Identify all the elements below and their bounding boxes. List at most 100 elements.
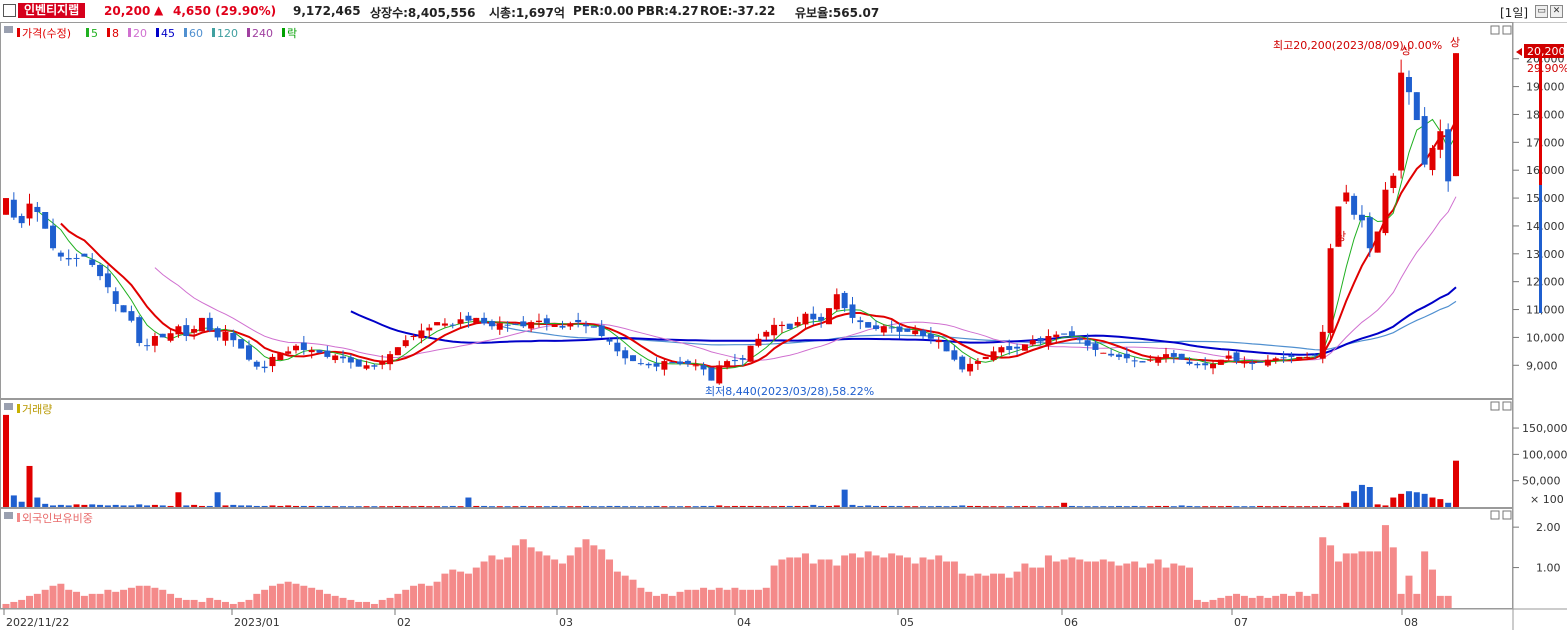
candle-body: [575, 319, 582, 323]
candle-body: [1311, 354, 1318, 356]
foreign-ratio-bar: [292, 583, 300, 608]
candle-body: [1382, 189, 1389, 234]
low-annotation: 최저8,440(2023/03/28),58.22%: [705, 385, 874, 398]
panel-close-icon[interactable]: [1502, 25, 1512, 35]
candle-body: [1084, 340, 1091, 346]
panel-close-icon[interactable]: [1502, 510, 1512, 520]
candle-body: [590, 326, 597, 328]
legend-ma-3: 45: [161, 27, 175, 40]
volume-bar: [1147, 506, 1154, 508]
up-arrow-icon: ▲: [154, 3, 164, 17]
foreign-ratio-bar: [1084, 561, 1092, 608]
foreign-ratio-bar: [794, 557, 802, 608]
volume-bar: [888, 505, 895, 507]
volume-bar: [230, 504, 237, 507]
close-button[interactable]: ✕: [1550, 5, 1563, 18]
volume-bar: [786, 505, 793, 507]
foreign-ratio-bar: [425, 585, 433, 608]
volume-bar: [1421, 493, 1428, 507]
volume-bar: [590, 506, 597, 508]
volume-bar: [269, 505, 276, 507]
panel-restore-icon[interactable]: [1490, 510, 1500, 520]
foreign-ratio-bar: [982, 575, 990, 608]
candle-body: [1037, 337, 1044, 342]
candle-body: [763, 331, 770, 337]
foreign-ratio-bar: [488, 555, 496, 608]
volume-bar: [974, 505, 981, 507]
candle-body: [1288, 355, 1295, 357]
panel-close-icon[interactable]: [1502, 401, 1512, 411]
volume-bar: [630, 506, 637, 508]
candle-body: [441, 323, 448, 326]
candle-body: [324, 350, 331, 357]
panel-menu-icon[interactable]: [4, 26, 13, 33]
panel-menu-icon[interactable]: [4, 512, 13, 519]
volume-bar: [528, 506, 535, 508]
candle-body: [449, 324, 456, 326]
foreign-ratio-bar: [65, 589, 73, 608]
legend-price: 가격(수정): [22, 27, 71, 40]
volume-title: 거래량: [22, 403, 52, 416]
price-tick-label: 19,000: [1526, 81, 1565, 94]
foreign-ratio-bar: [1076, 559, 1084, 608]
volume-tick-label: 50,000: [1522, 475, 1561, 488]
foreign-ratio-bar: [1248, 597, 1256, 608]
candle-body: [1453, 53, 1459, 177]
panel-restore-icon[interactable]: [1490, 25, 1500, 35]
volume-bar: [873, 505, 879, 507]
volume-bar: [1084, 506, 1091, 508]
candle-body: [1163, 354, 1169, 358]
stock-name-badge[interactable]: 인벤티지랩: [18, 3, 86, 18]
price-tick-label: 10,000: [1526, 331, 1565, 344]
select-checkbox[interactable]: [3, 4, 16, 17]
foreign-ratio-bar: [1311, 593, 1319, 608]
candle-body: [57, 252, 64, 257]
foreign-ratio-bar: [1319, 537, 1327, 608]
limit-up-marker: 상: [1450, 36, 1460, 49]
candle-body: [347, 357, 354, 363]
foreign-ratio-bar: [590, 545, 598, 608]
foreign-ratio-bar: [645, 591, 653, 608]
candle-body: [434, 322, 441, 326]
price-range-bar-up: [1539, 55, 1542, 185]
stock-chart[interactable]: 가격(수정) 5 8 20 45 60 120 240 락 거래량 외국인보유비중 20,00…: [0, 22, 1567, 630]
candle-body: [998, 347, 1005, 353]
restore-button[interactable]: ▭: [1535, 5, 1548, 18]
candle-body: [1155, 356, 1162, 363]
candle-body: [1076, 338, 1083, 341]
foreign-ratio-bar: [253, 593, 261, 608]
foreign-ratio-bar: [127, 587, 135, 608]
candle-body: [175, 326, 182, 335]
panel-restore-icon[interactable]: [1490, 401, 1500, 411]
volume-bar: [379, 506, 386, 508]
foreign-ratio-bar: [1178, 565, 1186, 608]
candle-body: [1186, 361, 1193, 364]
volume-bar: [465, 497, 472, 507]
candle-body: [128, 311, 135, 321]
candle-body: [778, 324, 785, 327]
volume-bar: [794, 505, 801, 507]
candle-body: [1131, 360, 1138, 362]
date-tick-label: 2022/11/22: [6, 616, 69, 629]
candle-body: [18, 215, 25, 224]
foreign-ratio-bar: [1381, 525, 1389, 608]
foreign-ratio-bar: [1334, 561, 1342, 608]
volume-bar: [575, 506, 582, 508]
legend-ma-0: 5: [91, 27, 98, 40]
volume-bar: [1186, 505, 1193, 507]
candle-body: [1068, 331, 1075, 337]
volume-bar: [394, 505, 401, 507]
period-selector[interactable]: [1일]: [1500, 6, 1529, 20]
volume-bar: [669, 506, 676, 508]
foreign-ratio-bar: [1115, 565, 1123, 608]
price-tick-label: 15,000: [1526, 192, 1565, 205]
foreign-ratio-bar: [653, 595, 661, 608]
candle-body: [841, 292, 848, 309]
candle-body: [277, 352, 284, 361]
panel-menu-icon[interactable]: [4, 403, 13, 410]
foreign-ratio-bar: [120, 589, 128, 608]
volume-bar: [653, 505, 660, 507]
candle-body: [1147, 359, 1154, 361]
foreign-ratio-bar: [754, 589, 762, 608]
volume-bar: [1139, 506, 1146, 508]
